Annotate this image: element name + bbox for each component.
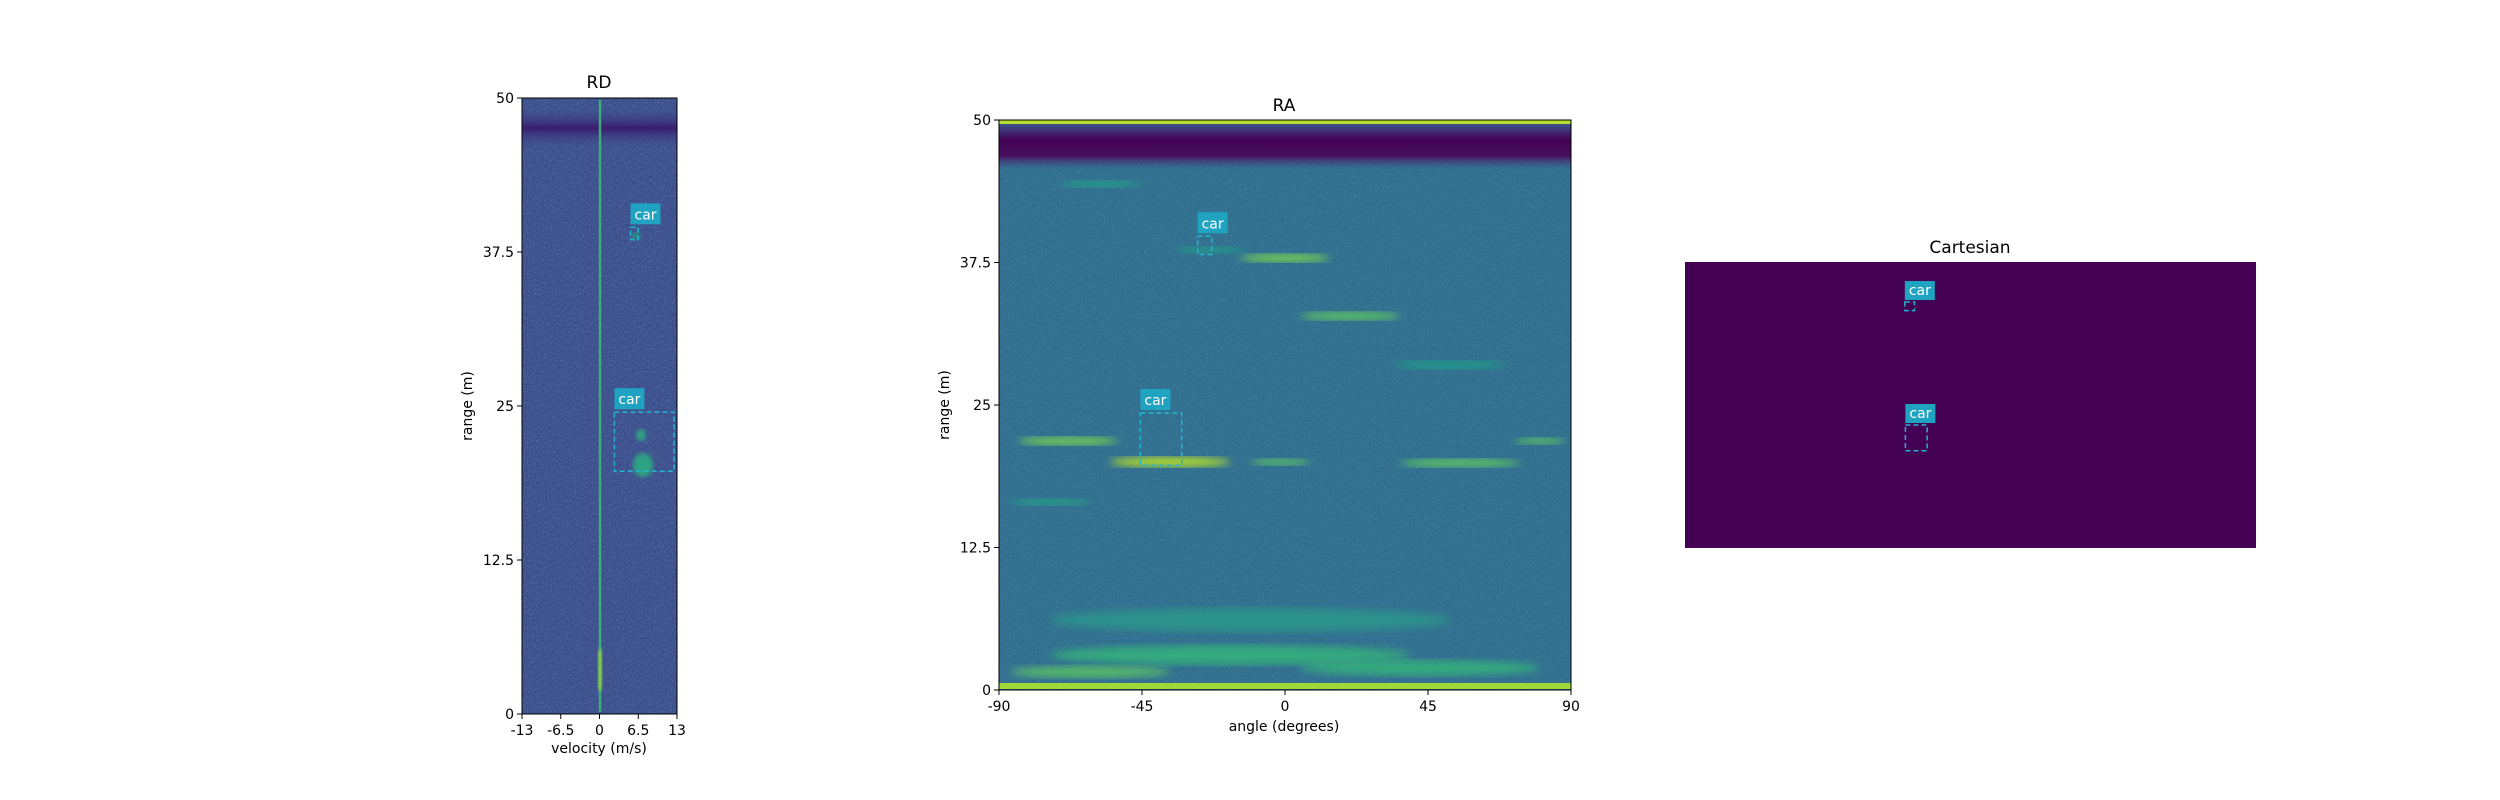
rd-heatmap <box>522 98 677 714</box>
y-tick-label: 25 <box>496 399 514 415</box>
car-label-background <box>614 388 645 410</box>
ra-y-ticks: 0 12.5 25 37.5 50 <box>960 113 999 699</box>
x-tick-label: 6.5 <box>627 723 649 739</box>
rd-title: RD <box>587 73 612 93</box>
car-label: car <box>635 207 657 223</box>
rd-annotations: car car <box>613 203 675 473</box>
rd-x-axis-label: velocity (m/s) <box>551 741 647 757</box>
rd-y-axis-label: range (m) <box>460 371 476 441</box>
car-label: car <box>1144 393 1166 409</box>
y-tick-label: 12.5 <box>960 541 991 557</box>
rd-y-ticks: 0 12.5 25 37.5 50 <box>483 91 522 723</box>
x-tick-label: -45 <box>1131 699 1154 715</box>
ra-y-axis-label: range (m) <box>937 370 953 440</box>
y-tick-label: 0 <box>982 683 991 699</box>
ra-heatmap <box>999 120 1571 690</box>
rd-x-ticks: -13 -6.5 0 6.5 13 <box>511 714 686 739</box>
x-tick-label: 13 <box>668 723 686 739</box>
ra-x-ticks: -90 -45 0 45 90 <box>988 690 1580 715</box>
x-tick-label: 90 <box>1562 699 1580 715</box>
car-bounding-box <box>629 226 639 241</box>
y-tick-label: 25 <box>973 398 991 414</box>
car-label: car <box>618 392 640 408</box>
car-label: car <box>1202 216 1224 232</box>
x-tick-label: -90 <box>988 699 1011 715</box>
ra-title: RA <box>1273 96 1296 116</box>
car-label-background <box>1140 388 1171 410</box>
x-tick-label: -6.5 <box>547 723 574 739</box>
x-tick-label: 45 <box>1419 699 1437 715</box>
car-label-background <box>1904 281 1935 301</box>
car-bounding-box <box>1904 424 1928 452</box>
y-tick-label: 0 <box>505 707 514 723</box>
x-tick-label: 0 <box>1281 699 1290 715</box>
car-bounding-box <box>1904 301 1916 312</box>
car-bounding-box <box>1139 412 1183 467</box>
rd-panel: RD -13 -6.5 0 6.5 13 0 12.5 25 37.5 50 velocity … <box>460 73 686 757</box>
car-bounding-box <box>613 411 675 473</box>
y-tick-label: 50 <box>496 91 514 107</box>
cartesian-heatmap <box>1685 262 2256 548</box>
cartesian-title: Cartesian <box>1929 238 2010 258</box>
ra-x-axis-label: angle (degrees) <box>1229 719 1340 735</box>
car-label-background <box>630 203 661 225</box>
car-label-background <box>1197 212 1228 234</box>
car-label: car <box>1909 406 1931 422</box>
y-tick-label: 12.5 <box>483 553 514 569</box>
car-label: car <box>1909 283 1931 299</box>
ra-annotations: car car <box>1139 212 1228 467</box>
cartesian-annotations: car car <box>1904 281 1936 452</box>
y-tick-label: 37.5 <box>960 256 991 272</box>
x-tick-label: -13 <box>511 723 534 739</box>
y-tick-label: 37.5 <box>483 245 514 261</box>
car-label-background <box>1905 404 1936 424</box>
y-tick-label: 50 <box>973 113 991 129</box>
x-tick-label: 0 <box>595 723 604 739</box>
cartesian-panel: Cartesian car car <box>1685 238 2256 548</box>
